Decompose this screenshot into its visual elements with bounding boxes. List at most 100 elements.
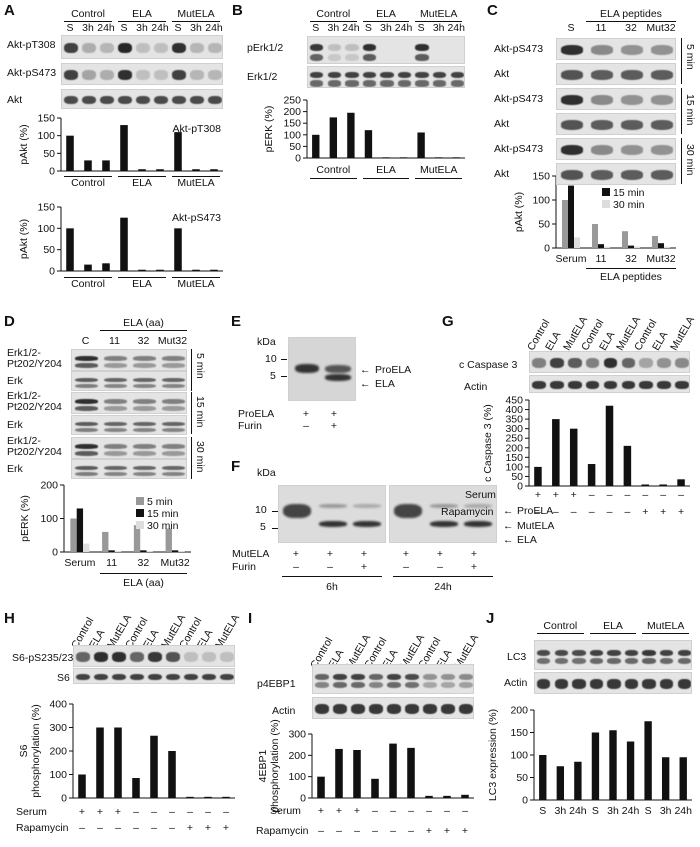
bar [552,419,560,486]
blot-band [432,71,447,78]
blot-band [220,652,234,662]
sign: + [425,825,433,837]
group-underline [172,21,220,22]
blot-band [162,399,185,404]
group-underline [118,21,166,22]
group-label-ela: ELA [132,8,152,20]
blot-band [133,450,156,456]
gel-band [464,504,492,508]
blot-band [362,80,377,87]
blot-band [75,444,98,449]
bar [192,269,200,271]
blot-band [650,145,674,155]
bar [222,796,230,798]
bar [407,747,415,798]
y-tick-label: 50 [516,772,528,784]
y-tick-label: 300 [505,423,523,435]
bar [174,228,182,271]
blot-band [154,70,168,80]
time-label-6h: 6h [326,581,338,593]
blot-band [133,399,156,404]
bar [461,794,469,798]
blot-c [556,63,676,85]
bar [677,479,685,486]
x-tick-label: Mut32 [161,557,190,569]
time-label: 15 min [194,396,206,428]
y-axis-label: 4EBP1phosphorylation (%) [257,719,281,812]
bar [389,743,397,798]
blot-band [208,95,222,105]
sign: + [552,489,559,501]
chart-title: Akt-pS473 [172,212,221,224]
blot-band [441,674,455,680]
bar [178,550,185,552]
bar [204,796,212,798]
x-tick-label: S [539,805,547,817]
sign: + [443,825,451,837]
bar [628,245,634,248]
y-axis-label: pERK (%) [263,106,275,153]
lane-label: 3h [82,22,94,34]
blot-band [162,465,185,470]
bar [371,778,379,798]
legend-label: 15 min [147,508,179,520]
blot-band [345,71,359,78]
x-group-label: ELA [132,278,152,290]
y-tick-label: 200 [505,442,523,454]
y-tick-label: 350 [505,414,523,426]
blot-band [130,673,144,681]
y-tick-label: 250 [283,95,301,107]
blot-d [71,415,187,435]
blot-p4ebp1 [312,664,474,694]
sign: + [222,822,230,834]
row-label-serum: Serum [16,806,47,818]
blot-s6 [73,668,235,684]
bar [329,117,338,158]
blot-band [677,658,691,665]
kda-label: kDa [257,336,276,348]
blot-label: Akt [494,168,510,180]
gel-band [353,504,381,508]
bar [150,735,158,798]
blot-band [550,358,564,368]
group-underline [415,21,462,22]
lane-label: 32 [137,335,150,347]
blot-d [71,392,187,414]
blot-band [423,704,437,714]
blot-d [71,349,187,371]
y-axis-label: pAkt (%) [513,192,525,232]
panel-label-f: F [231,458,241,475]
blot-band [415,44,429,51]
blot-band [554,650,568,656]
blot-label: Erk1/2- Pt202/Y204 [7,390,62,414]
arrow-icon: ← [503,520,514,532]
bar [165,528,172,552]
blot-band [362,71,377,78]
row-label-furin: Furin [238,420,262,432]
blot-band [380,71,394,78]
time-label: 15 min [684,94,696,126]
y-axis-label: LC3 expression (%) [487,709,499,801]
lane-label: S [120,22,128,34]
x-group-line [362,178,410,179]
gel-e [288,337,356,401]
y-tick-label: 100 [40,513,58,525]
y-tick-label: 0 [517,481,523,493]
blot-band [369,704,383,714]
header-ela-aa: ELA (aa) [123,317,164,329]
blot-band [166,673,180,681]
time-label: 5 min [194,353,206,379]
blot-band [405,674,419,680]
blot-band [136,42,150,54]
gel-f-6h [278,485,386,543]
blot-actin [534,672,692,694]
y-tick-label: 100 [532,195,550,207]
arrow-label-ela: ELA [375,378,395,390]
gel-band [394,504,422,518]
blot-band [133,377,156,382]
y-tick-label: 100 [510,750,528,762]
gel-band [430,521,458,527]
blot-band [650,95,674,105]
header-underline [586,21,676,22]
